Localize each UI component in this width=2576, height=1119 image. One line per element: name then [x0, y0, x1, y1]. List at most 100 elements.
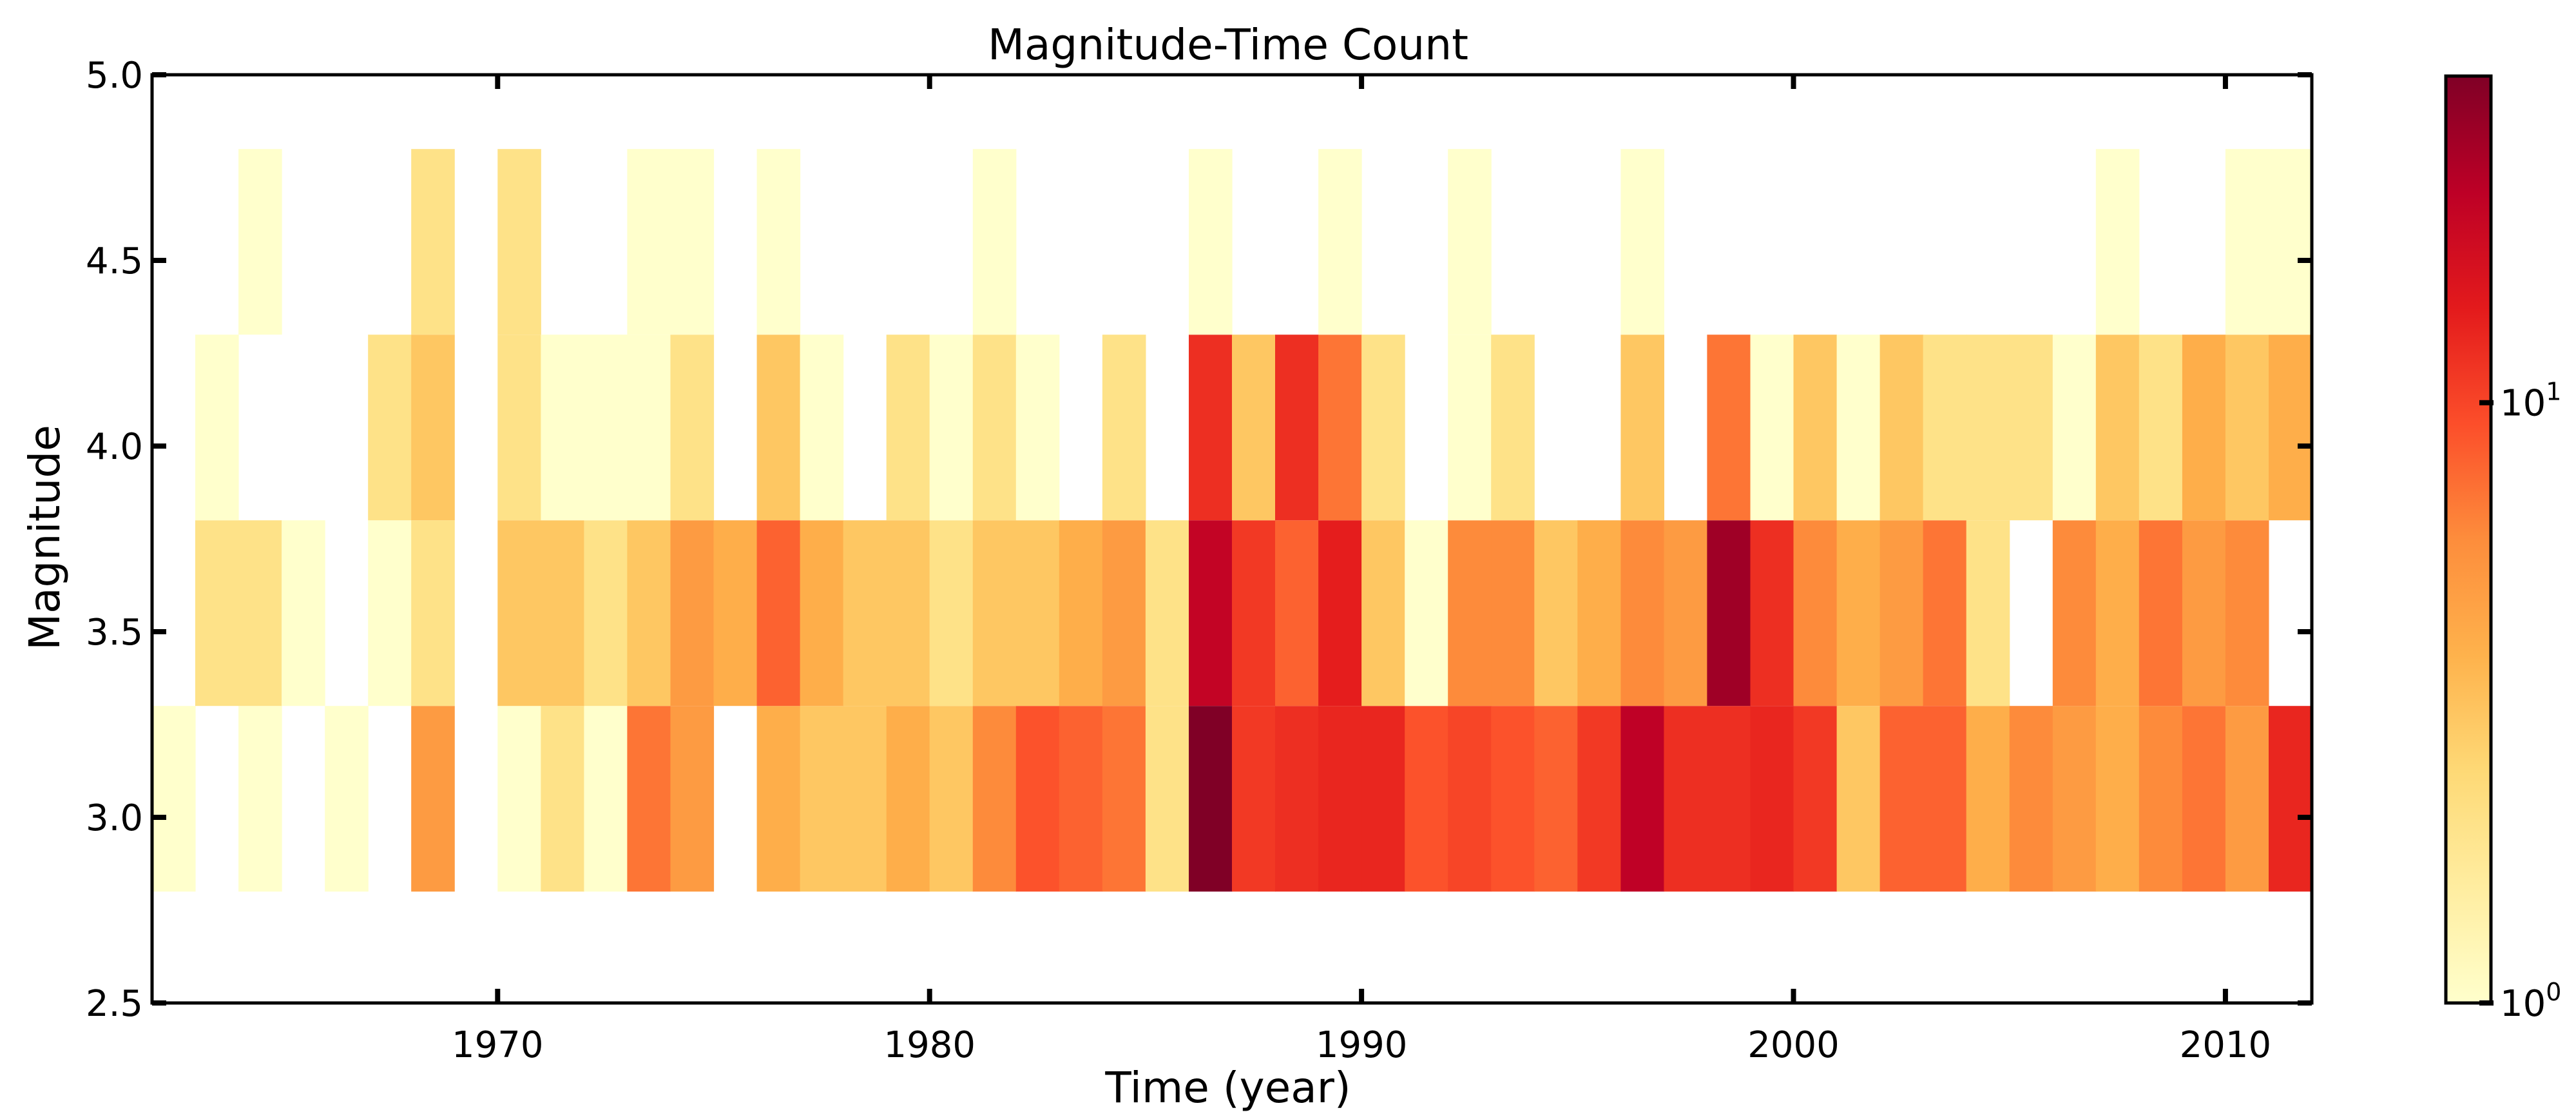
x-tick-label: 1970: [452, 1024, 544, 1066]
heatmap-cell: [670, 520, 715, 706]
x-tick-label: 2010: [2180, 1024, 2272, 1066]
heatmap-cell: [238, 149, 282, 335]
heatmap-cell: [497, 149, 541, 335]
heatmap-cell: [1707, 520, 1751, 706]
heatmap-cells: [152, 149, 2312, 892]
heatmap-cell: [1534, 520, 1578, 706]
heatmap-cell: [1448, 706, 1492, 892]
heatmap-cell: [195, 335, 239, 521]
heatmap-cell: [627, 706, 671, 892]
heatmap-cell: [1102, 520, 1146, 706]
heatmap-cell: [584, 335, 628, 521]
heatmap-cell: [497, 335, 541, 521]
heatmap-cell: [756, 335, 801, 521]
heatmap-cell: [2009, 706, 2053, 892]
heatmap-cell: [1620, 149, 1664, 335]
heatmap-cell: [756, 149, 801, 335]
heatmap-cell: [1620, 335, 1664, 521]
heatmap-cell: [2139, 520, 2183, 706]
heatmap-cell: [1275, 520, 1319, 706]
heatmap-cell: [1405, 520, 1448, 706]
heatmap-cell: [325, 706, 369, 892]
heatmap-cell: [1232, 706, 1276, 892]
heatmap-cell: [1836, 335, 1881, 521]
heatmap-cell: [1102, 706, 1146, 892]
chart-title: Magnitude-Time Count: [988, 20, 1468, 70]
heatmap-cell: [1189, 706, 1233, 892]
heatmap-cell: [1491, 335, 1535, 521]
heatmap-cell: [1361, 706, 1405, 892]
heatmap-cell: [1318, 335, 1362, 521]
heatmap-cell: [238, 706, 282, 892]
x-tick-label: 2000: [1747, 1024, 1840, 1066]
colorbar-gradient: [2444, 74, 2493, 1005]
heatmap-cell: [2225, 520, 2269, 706]
heatmap-cell: [756, 706, 801, 892]
heatmap-cell: [670, 706, 715, 892]
heatmap-cell: [756, 520, 801, 706]
heatmap-cell: [541, 706, 584, 892]
heatmap-cell: [2139, 706, 2183, 892]
heatmap-cell: [1189, 149, 1233, 335]
y-tick-label: 4.0: [86, 426, 143, 468]
heatmap-cell: [2095, 520, 2140, 706]
y-tick-label: 5.0: [86, 55, 143, 97]
heatmap-cell: [541, 335, 584, 521]
heatmap-cell: [1879, 706, 1924, 892]
heatmap-cell: [800, 335, 844, 521]
x-tick-label: 1990: [1316, 1024, 1408, 1066]
heatmap-cell: [1793, 520, 1838, 706]
heatmap-cell: [2269, 149, 2312, 335]
heatmap-cell: [1189, 335, 1233, 521]
heatmap-cell: [670, 335, 715, 521]
heatmap-cell: [972, 520, 1017, 706]
heatmap-cell: [1577, 706, 1621, 892]
heatmap-cell: [1232, 335, 1276, 521]
heatmap-cell: [1448, 335, 1492, 521]
heatmap-cell: [1923, 520, 1967, 706]
plot-border: [150, 73, 2314, 1005]
heatmap-cell: [627, 149, 671, 335]
heatmap-cell: [1102, 335, 1146, 521]
heatmap-cell: [1923, 335, 1967, 521]
heatmap-cell: [1836, 520, 1881, 706]
heatmap-cell: [1361, 520, 1405, 706]
heatmap-cell: [1059, 520, 1103, 706]
y-axis-label: Magnitude: [20, 425, 70, 650]
heatmap-cell: [1750, 335, 1794, 521]
heatmap-cell: [1491, 706, 1535, 892]
y-tick-label: 3.0: [86, 797, 143, 839]
heatmap-cell: [1491, 520, 1535, 706]
heatmap-cell: [152, 706, 196, 892]
y-tick-label: 4.5: [86, 240, 143, 282]
heatmap-cell: [1275, 706, 1319, 892]
heatmap-cell: [972, 335, 1017, 521]
heatmap-cell: [497, 520, 541, 706]
heatmap-cell: [1577, 520, 1621, 706]
heatmap-cell: [541, 520, 584, 706]
heatmap-cell: [886, 706, 930, 892]
heatmap-cell: [1145, 706, 1189, 892]
heatmap-cell: [2052, 335, 2097, 521]
heatmap-cell: [1879, 335, 1924, 521]
heatmap-cell: [411, 520, 455, 706]
heatmap-cell: [1405, 706, 1448, 892]
heatmap-cell: [1620, 520, 1664, 706]
heatmap-cell: [1059, 706, 1103, 892]
heatmap-cell: [2095, 149, 2140, 335]
heatmap-cell: [1966, 335, 2010, 521]
heatmap-cell: [800, 706, 844, 892]
heatmap-cell: [2095, 706, 2140, 892]
heatmap-cell: [1923, 706, 1967, 892]
y-axis-ticks: 2.5 3.0 3.5 4.0 4.5 5.0: [86, 55, 2312, 1025]
heatmap-cell: [1145, 520, 1189, 706]
heatmap-cell: [800, 520, 844, 706]
heatmap-cell: [2269, 335, 2312, 521]
heatmap-cell: [411, 706, 455, 892]
heatmap-cell: [2225, 335, 2269, 521]
heatmap-cell: [1189, 520, 1233, 706]
heatmap-cell: [1664, 520, 1707, 706]
colorbar-tick-label: 101: [2500, 378, 2561, 425]
heatmap-cell: [1707, 335, 1751, 521]
